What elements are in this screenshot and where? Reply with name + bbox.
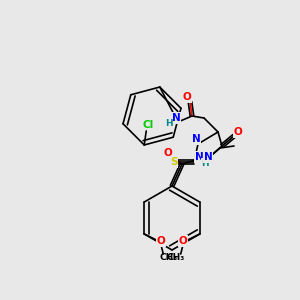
Text: N: N	[192, 134, 200, 144]
Text: O: O	[157, 236, 166, 246]
Text: O: O	[164, 148, 172, 158]
Text: S: S	[170, 157, 178, 167]
Text: O: O	[183, 92, 191, 102]
Text: H: H	[165, 119, 173, 128]
Text: O: O	[178, 236, 187, 246]
Text: Cl: Cl	[142, 120, 154, 130]
Text: N: N	[172, 113, 180, 123]
Text: H: H	[201, 158, 209, 167]
Text: CH₃: CH₃	[159, 253, 177, 262]
Text: CH₃: CH₃	[167, 253, 185, 262]
Text: N: N	[195, 152, 203, 162]
Text: N: N	[204, 152, 212, 162]
Text: O: O	[234, 127, 242, 137]
